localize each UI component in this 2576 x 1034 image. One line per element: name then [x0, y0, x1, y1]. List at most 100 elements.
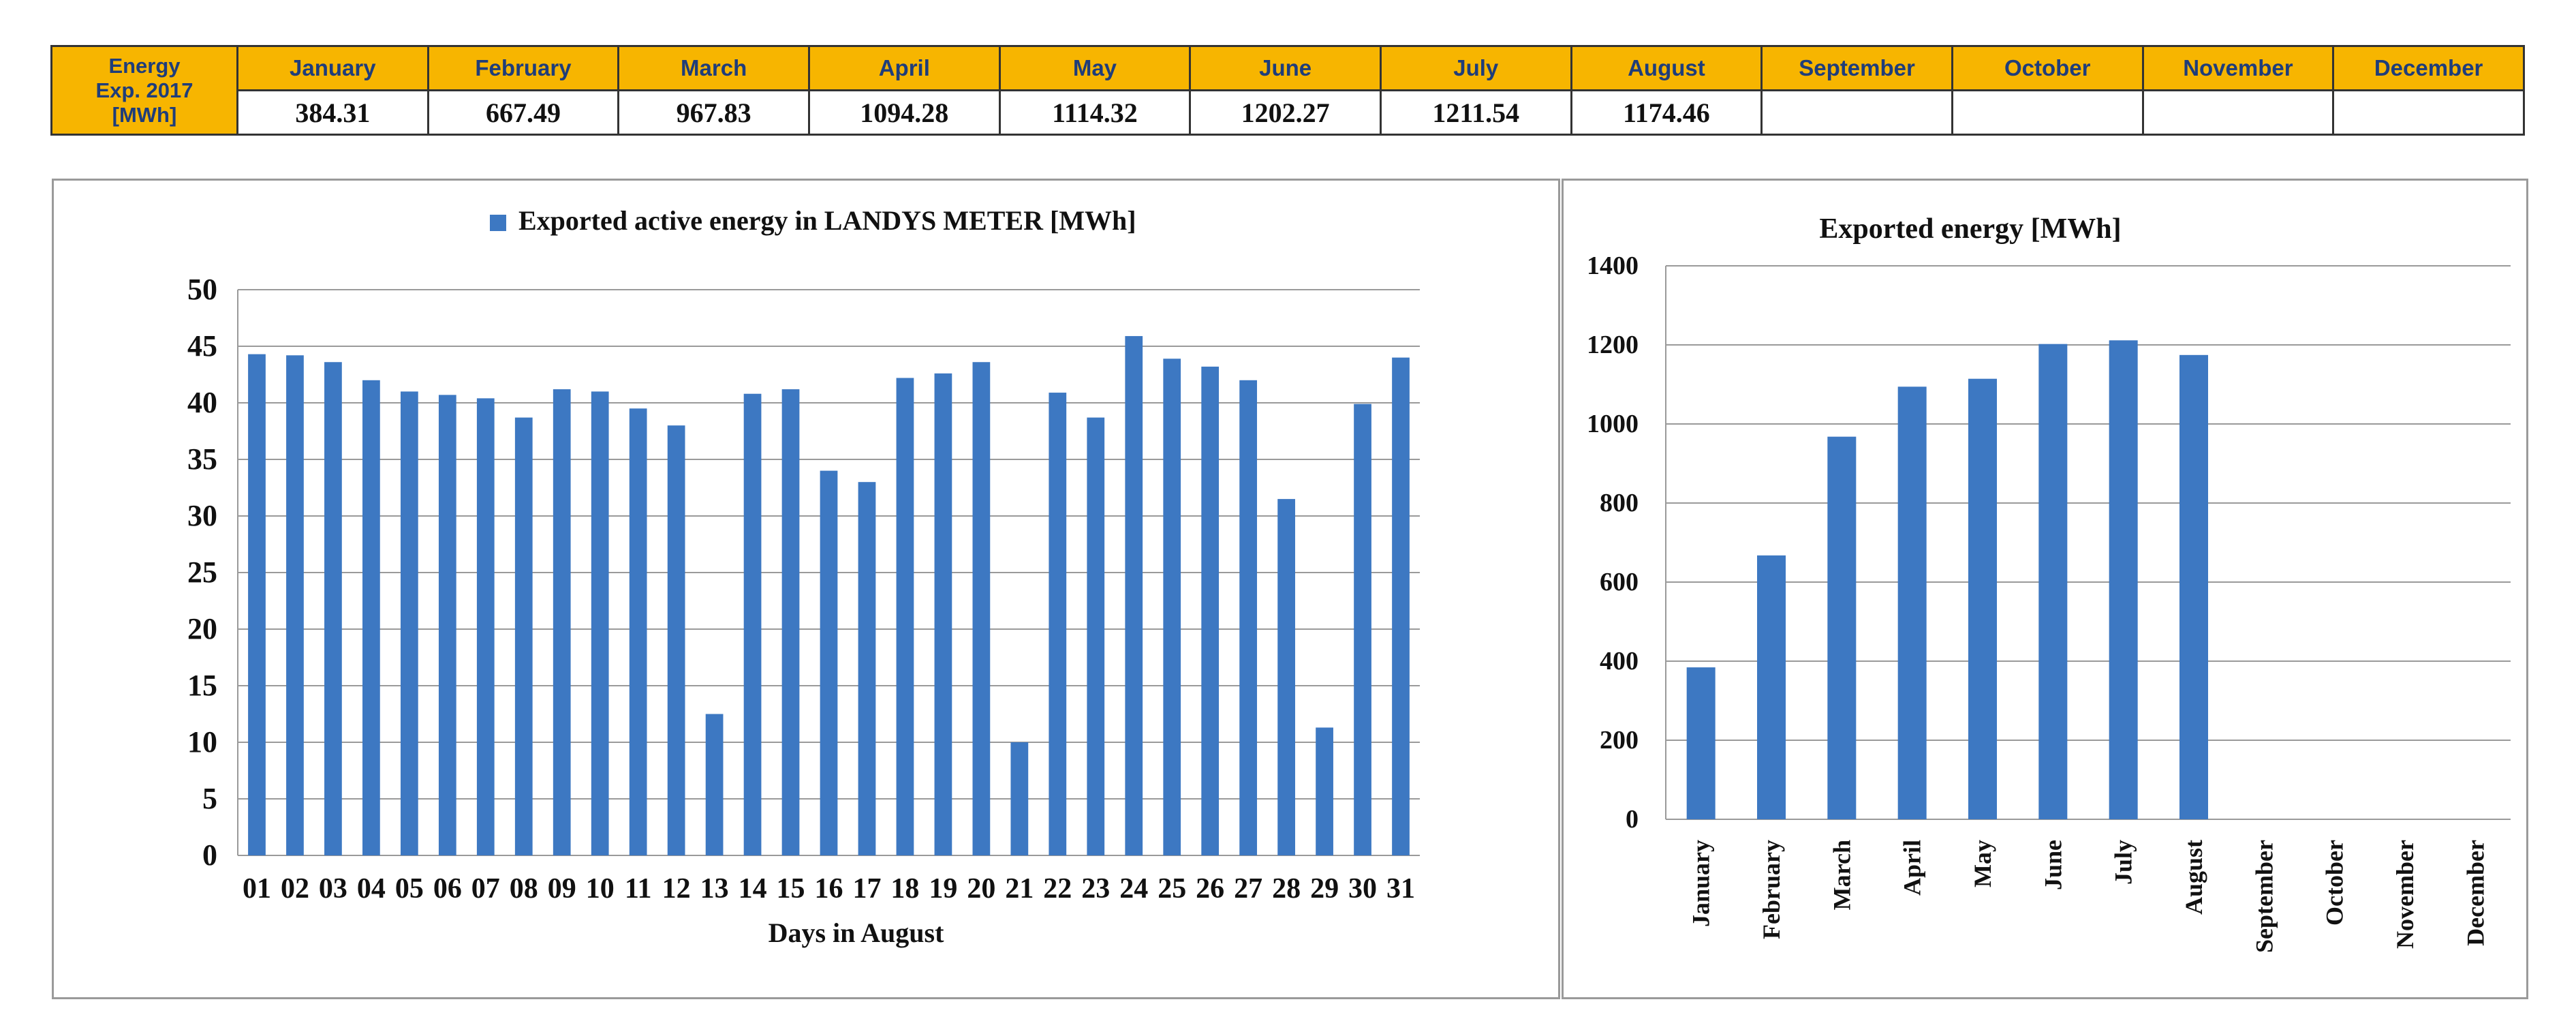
monthly-chart-panel: Exported energy [MWh] 0 200 400 600 800 1000 12… — [1562, 179, 2528, 999]
bar — [1201, 366, 1220, 855]
y-tick-label: 600 — [1600, 568, 1639, 596]
month-value — [1760, 89, 1953, 136]
bar — [1163, 359, 1181, 855]
month-value: 667.49 — [426, 89, 620, 136]
month-header: November — [2141, 45, 2335, 91]
y-tick-label: 1200 — [1587, 331, 1639, 359]
bar — [324, 362, 342, 855]
month-value: 384.31 — [236, 89, 429, 136]
x-tick-label: 09 — [548, 873, 576, 904]
bar — [362, 380, 380, 855]
y-tick-label: 35 — [187, 442, 217, 476]
bar — [514, 417, 533, 855]
bar — [1277, 499, 1295, 855]
x-tick-label: 18 — [890, 873, 919, 904]
bar — [2109, 340, 2138, 820]
x-tick-label: 26 — [1196, 873, 1224, 904]
x-tick-label: March — [1828, 840, 1855, 910]
bar — [1686, 667, 1716, 819]
bar — [1968, 378, 1997, 819]
month-value: 1094.28 — [807, 89, 1001, 136]
legend-swatch — [490, 215, 506, 231]
x-tick-label: 22 — [1043, 873, 1072, 904]
x-tick-label: May — [1969, 840, 1996, 887]
y-tick-label: 0 — [1626, 805, 1639, 834]
x-tick-label: 27 — [1234, 873, 1262, 904]
month-value: 1114.32 — [998, 89, 1192, 136]
x-tick-label: April — [1899, 840, 1926, 896]
x-tick-label: 14 — [739, 873, 767, 904]
x-tick-label: August — [2180, 840, 2207, 915]
bar — [1010, 742, 1029, 855]
bar — [1757, 555, 1786, 819]
daily-chart-panel: 0 5 10 15 20 25 30 35 40 45 50 01 02 03 04 05 06 07 08 09 10… — [52, 179, 1560, 999]
month-value — [2332, 89, 2525, 136]
month-header: February — [426, 45, 620, 91]
x-tick-label: 02 — [281, 873, 309, 904]
month-header: August — [1570, 45, 1763, 91]
bar — [1087, 417, 1105, 855]
y-tick-label: 800 — [1600, 489, 1639, 517]
chart-title: Exported energy [MWh] — [1819, 213, 2121, 245]
x-tick-label: 21 — [1005, 873, 1034, 904]
month-header: March — [617, 45, 810, 91]
y-tick-label: 30 — [187, 499, 217, 532]
x-tick-label: 04 — [357, 873, 386, 904]
x-tick-label: 12 — [662, 873, 691, 904]
x-tick-label: July — [2110, 840, 2137, 885]
bar — [820, 470, 838, 855]
bar — [400, 391, 418, 855]
y-tick-label: 1400 — [1587, 252, 1639, 280]
month-value: 1211.54 — [1379, 89, 1572, 136]
bar — [1239, 380, 1258, 855]
bar — [1354, 404, 1371, 855]
x-tick-label: 17 — [852, 873, 881, 904]
y-tick-label: 15 — [187, 669, 217, 702]
y-tick-label: 5 — [202, 782, 217, 815]
x-tick-label: 06 — [433, 873, 462, 904]
bar — [438, 395, 456, 855]
bar — [553, 389, 571, 855]
x-tick-label: 05 — [395, 873, 424, 904]
y-tick-label: 400 — [1600, 647, 1639, 675]
bar — [248, 354, 266, 855]
corner-line-2: Exp. 2017 — [95, 78, 193, 102]
x-tick-label: 31 — [1386, 873, 1415, 904]
bar — [2038, 344, 2068, 819]
x-tick-label: 07 — [471, 873, 500, 904]
bar — [743, 393, 762, 855]
month-header: September — [1760, 45, 1953, 91]
month-header: May — [998, 45, 1192, 91]
bar — [2179, 354, 2208, 819]
x-tick-label: 20 — [967, 873, 995, 904]
x-tick-label: 03 — [319, 873, 347, 904]
y-tick-label: 200 — [1600, 726, 1639, 755]
month-header: April — [807, 45, 1001, 91]
bar — [705, 714, 724, 855]
y-tick-label: 20 — [187, 612, 217, 645]
y-tick-label: 25 — [187, 556, 217, 589]
bar — [476, 398, 495, 855]
month-header: October — [1951, 45, 2144, 91]
energy-summary-table: Energy Exp. 2017 [MWh] January February … — [50, 45, 2525, 136]
table-value-row: 384.31 667.49 967.83 1094.28 1114.32 120… — [52, 89, 2525, 136]
month-value — [1951, 89, 2144, 136]
bar — [934, 373, 952, 855]
month-header: July — [1379, 45, 1572, 91]
bar — [591, 391, 609, 855]
bar — [1316, 727, 1333, 855]
month-header: January — [236, 45, 429, 91]
x-tick-label: September — [2250, 840, 2278, 953]
x-tick-label: 15 — [777, 873, 805, 904]
bar — [781, 389, 800, 855]
month-value — [2141, 89, 2335, 136]
y-tick-label: 45 — [187, 329, 217, 363]
x-tick-label: 30 — [1348, 873, 1377, 904]
corner-line-1: Energy — [108, 53, 181, 78]
bar — [1049, 393, 1067, 855]
corner-line-3: [MWh] — [112, 102, 177, 127]
x-tick-label: 10 — [586, 873, 615, 904]
bar — [667, 425, 685, 855]
table-header-row: Energy Exp. 2017 [MWh] January February … — [50, 45, 2525, 136]
